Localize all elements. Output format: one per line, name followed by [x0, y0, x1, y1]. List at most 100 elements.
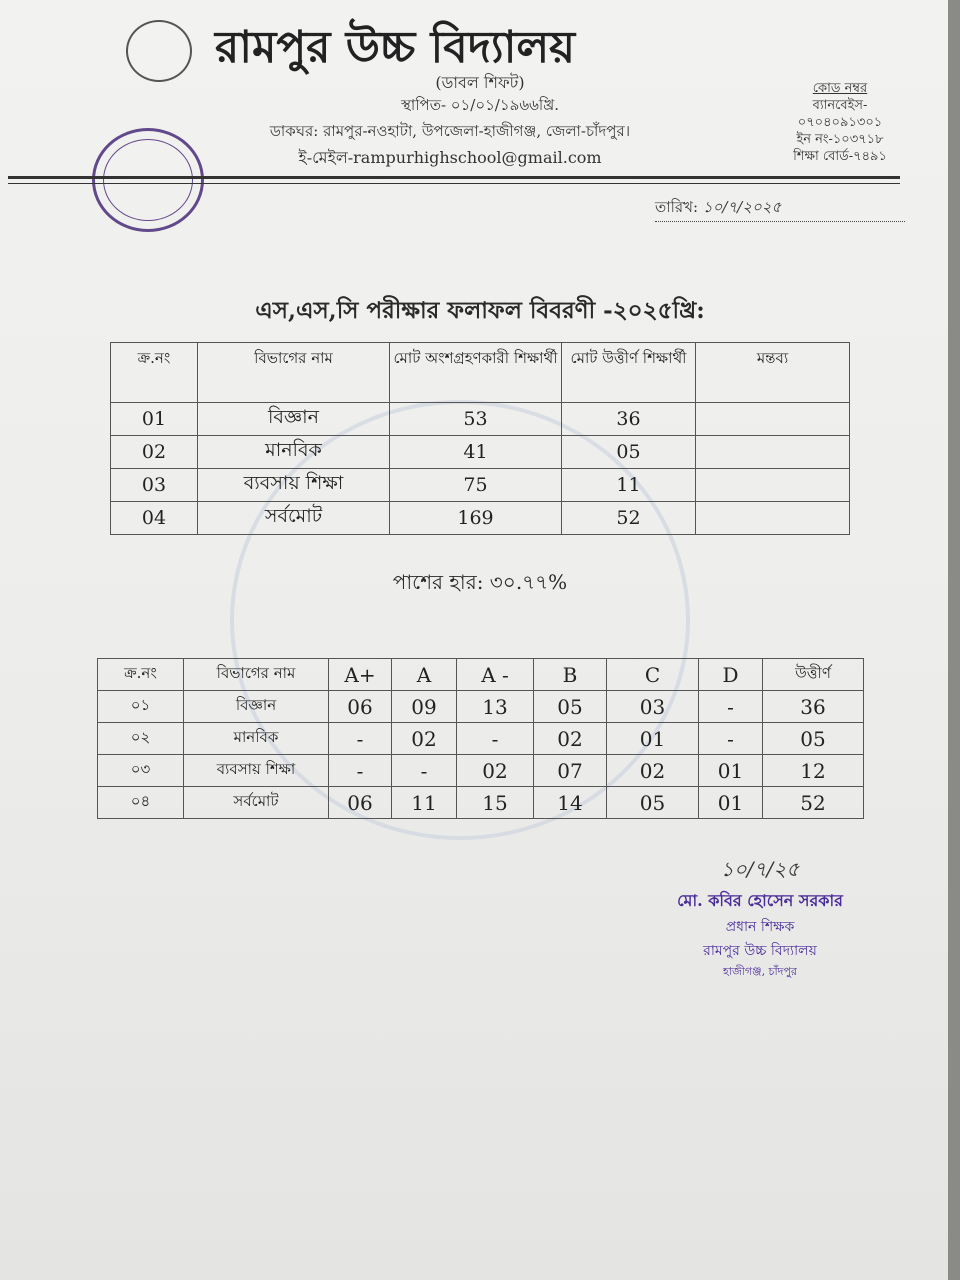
table-cell: 04: [110, 501, 198, 535]
table-cell: 07: [533, 754, 607, 787]
banbeis-code: ০৭০৪০৯১৩০১: [797, 115, 883, 130]
table-cell: 02: [606, 754, 699, 787]
table-cell: 36: [561, 402, 696, 436]
table-cell: 41: [389, 435, 562, 469]
table-cell: 01: [698, 754, 763, 787]
memo-stamp: [92, 128, 204, 232]
headmaster-signature-stamp: ১০/৭/২৫ মো. কবির হোসেন সরকার প্রধান শিক্…: [640, 855, 880, 982]
signatory-title: প্রধান শিক্ষক: [725, 919, 795, 935]
table-cell: সর্বমোট: [183, 786, 329, 819]
header-cell: D: [698, 658, 763, 691]
date-value: ১০/৭/২০২৫: [702, 198, 782, 216]
date-field: তারিখ: ১০/৭/২০২৫: [655, 196, 905, 222]
header-cell: মোট উত্তীর্ণ শিক্ষার্থী: [561, 342, 696, 403]
banbeis-label: ব্যানবেইস-: [812, 98, 868, 113]
table-cell: 12: [762, 754, 864, 787]
table-cell: মানবিক: [197, 435, 390, 469]
table-cell: ব্যবসায় শিক্ষা: [197, 468, 390, 502]
date-label: তারিখ:: [655, 198, 699, 216]
header-cell: ক্র.নং: [97, 658, 184, 691]
header-cell: ক্র.নং: [110, 342, 198, 403]
shift-label: (ডাবল শিফট): [435, 73, 525, 92]
header-divider: [8, 176, 900, 179]
table-row: 04 সর্বমোট 169 52: [110, 501, 850, 535]
ein-code: ইন নং-১০৩৭১৮: [796, 132, 884, 147]
table-row: 01 বিজ্ঞান 53 36: [110, 402, 850, 436]
header-cell: A -: [456, 658, 534, 691]
table-cell: -: [698, 722, 763, 755]
table-cell: ০২: [97, 722, 184, 755]
header-cell: উত্তীর্ণ: [762, 658, 864, 691]
table-cell: 52: [762, 786, 864, 819]
table-cell: 11: [391, 786, 457, 819]
header-cell: মোট অংশগ্রহণকারী শিক্ষার্থী: [389, 342, 562, 403]
table-cell: 36: [762, 690, 864, 723]
table-cell: 53: [389, 402, 562, 436]
table-cell: -: [698, 690, 763, 723]
handwritten-signature: ১০/৭/২৫: [720, 857, 800, 881]
header-cell: বিভাগের নাম: [183, 658, 329, 691]
header-cell: A+: [328, 658, 392, 691]
table-cell: 15: [456, 786, 534, 819]
table-cell: 01: [110, 402, 198, 436]
table-cell: [695, 468, 850, 502]
table-cell: 09: [391, 690, 457, 723]
table-cell: 01: [698, 786, 763, 819]
table-cell: 02: [456, 754, 534, 787]
table-cell: 11: [561, 468, 696, 502]
table-cell: 06: [328, 786, 392, 819]
table-cell: 03: [606, 690, 699, 723]
school-logo: [126, 20, 192, 82]
table-cell: -: [456, 722, 534, 755]
table-row: ০৩ ব্যবসায় শিক্ষা - -02 07 02 01 12: [97, 754, 864, 787]
table-cell: 02: [391, 722, 457, 755]
address: ডাকঘর: রামপুর-নওহাটা, উপজেলা-হাজীগঞ্জ, জ…: [269, 122, 631, 140]
table-cell: ০৪: [97, 786, 184, 819]
pass-rate: পাশের হার: ৩০.৭৭%: [392, 570, 568, 594]
header-divider-thin: [8, 183, 900, 184]
code-heading: কোড নম্বর: [812, 81, 868, 96]
table-cell: [695, 402, 850, 436]
table-cell: 05: [762, 722, 864, 755]
table-cell: 05: [561, 435, 696, 469]
table-cell: 14: [533, 786, 607, 819]
email: ই-মেইল-rampurhighschool@gmail.com: [298, 148, 602, 167]
header-cell: A: [391, 658, 457, 691]
school-name: রামপুর উচ্চ বিদ্যালয়: [215, 22, 576, 73]
table-row: ০১ বিজ্ঞান 06 09 13 05 03-36: [97, 690, 864, 723]
table-row: 03 ব্যবসায় শিক্ষা 75 11: [110, 468, 850, 502]
table-cell: -: [328, 722, 392, 755]
table-cell: বিজ্ঞান: [197, 402, 390, 436]
header-cell: C: [606, 658, 699, 691]
signatory-place: হাজীগঞ্জ, চাঁদপুর: [723, 965, 797, 978]
table-cell: 02: [110, 435, 198, 469]
table-cell: 06: [328, 690, 392, 723]
table-cell: 01: [606, 722, 699, 755]
table-cell: 169: [389, 501, 562, 535]
header-cell: মন্তব্য: [695, 342, 850, 403]
board-code: শিক্ষা বোর্ড-৭৪৯১: [793, 149, 887, 164]
header-cell: B: [533, 658, 607, 691]
table-cell: ব্যবসায় শিক্ষা: [183, 754, 329, 787]
table-cell: 03: [110, 468, 198, 502]
table-cell: [695, 501, 850, 535]
table-cell: বিজ্ঞান: [183, 690, 329, 723]
table-row: 02 মানবিক 41 05: [110, 435, 850, 469]
table-cell: 52: [561, 501, 696, 535]
table-cell: -: [328, 754, 392, 787]
table-cell: ০১: [97, 690, 184, 723]
header-cell: বিভাগের নাম: [197, 342, 390, 403]
table-cell: মানবিক: [183, 722, 329, 755]
table-cell: সর্বমোট: [197, 501, 390, 535]
table-cell: 05: [533, 690, 607, 723]
table-cell: ০৩: [97, 754, 184, 787]
signatory-school: রামপুর উচ্চ বিদ্যালয়: [703, 943, 817, 959]
report-title: এস,এস,সি পরীক্ষার ফলাফল বিবরণী -২০২৫খ্রি…: [255, 297, 705, 324]
table-cell: -: [391, 754, 457, 787]
table-cell: 05: [606, 786, 699, 819]
table-row: ০৪ সর্বমোট 06 11 15 14 05 01 52: [97, 786, 864, 819]
table-cell: [695, 435, 850, 469]
table-cell: 13: [456, 690, 534, 723]
signatory-name: মো. কবির হোসেন সরকার: [677, 891, 843, 910]
